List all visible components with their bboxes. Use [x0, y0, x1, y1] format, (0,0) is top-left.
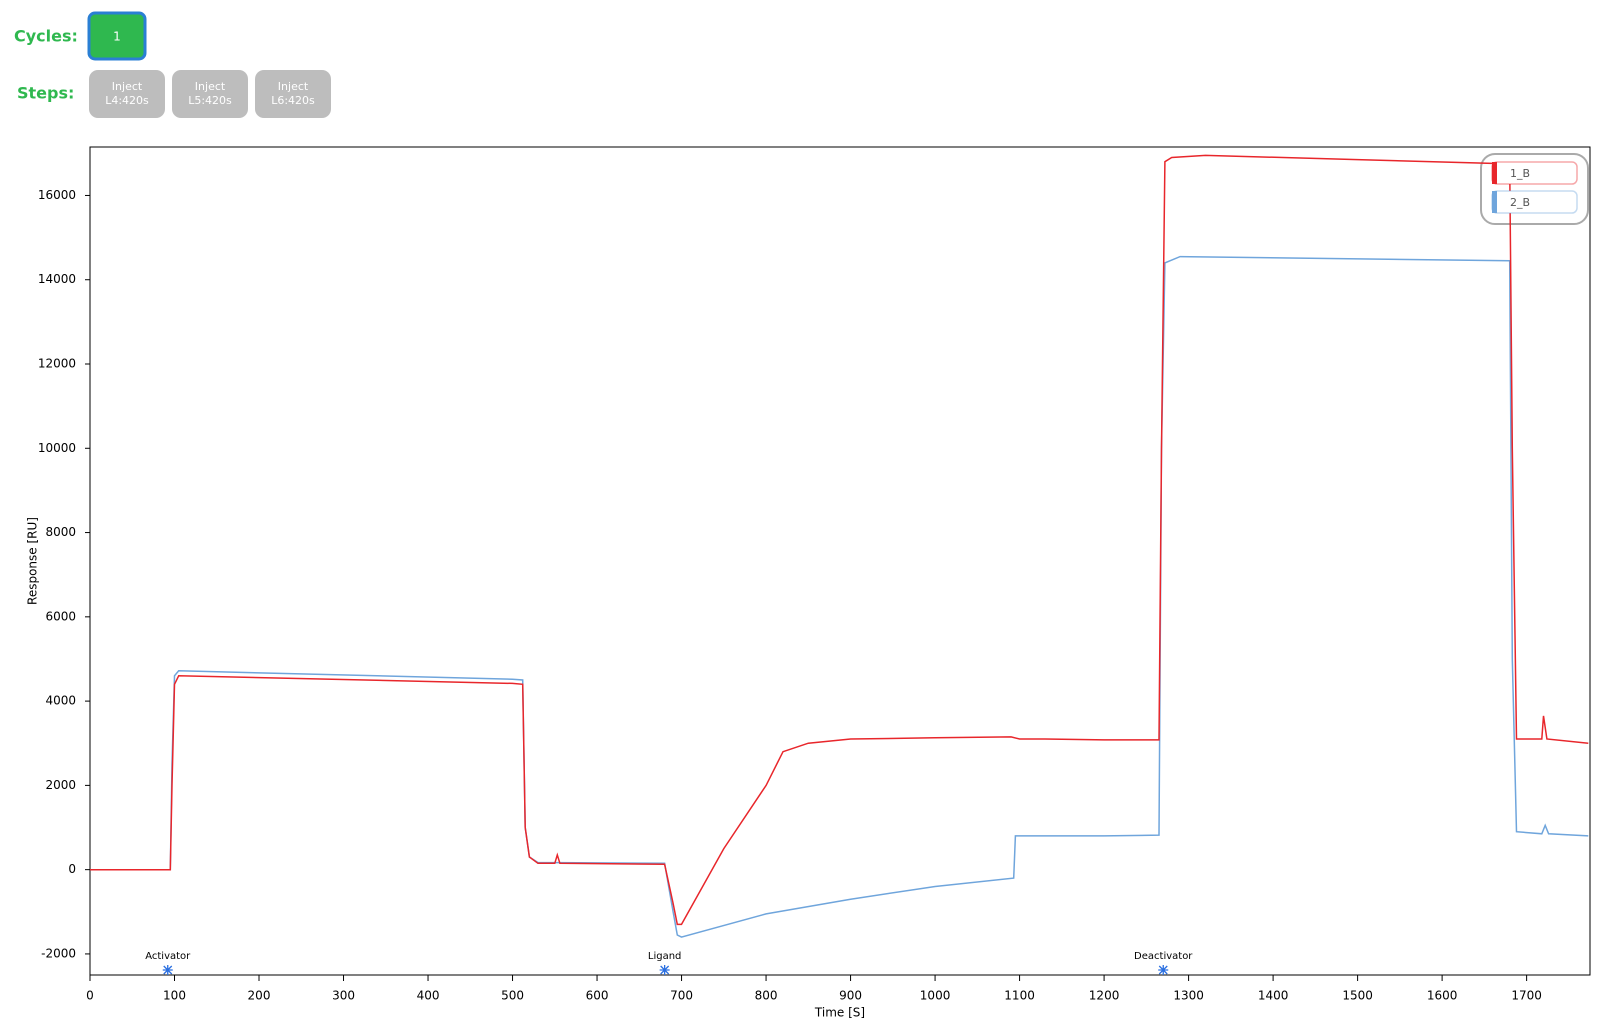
x-tick-label: 300	[332, 989, 355, 1003]
legend-entry[interactable]	[1491, 161, 1578, 185]
step-button[interactable]	[89, 70, 165, 118]
y-tick-label: 2000	[45, 778, 76, 792]
step-button[interactable]	[172, 70, 248, 118]
series-line	[90, 255, 1589, 938]
annotation-marker	[659, 965, 670, 975]
x-tick-label: 0	[86, 989, 94, 1003]
legend-entry[interactable]	[1491, 190, 1578, 214]
x-tick-label: 800	[755, 989, 778, 1003]
plot-frame	[89, 146, 1591, 976]
legend-label: 1_B	[1510, 167, 1530, 180]
legend-label: 2_B	[1510, 196, 1530, 209]
x-tick-label: 1300	[1173, 989, 1204, 1003]
cycle-button[interactable]	[87, 11, 147, 61]
y-tick-label: 6000	[45, 609, 76, 623]
step-line2: L4:420s	[105, 94, 149, 107]
x-tick-label: 1400	[1258, 989, 1289, 1003]
x-tick-label: 1200	[1089, 989, 1120, 1003]
x-tick-label: 1600	[1427, 989, 1458, 1003]
y-tick-label: -2000	[41, 946, 76, 960]
annotation-marker	[162, 965, 173, 975]
x-tick-label: 100	[163, 989, 186, 1003]
annotation-label: Deactivator	[1134, 951, 1193, 962]
y-tick-label: 4000	[45, 694, 76, 708]
step-line1: Inject	[112, 80, 143, 93]
step-button[interactable]	[255, 70, 331, 118]
step-line2: L5:420s	[188, 94, 232, 107]
y-axis-label: Response [RU]	[26, 517, 40, 605]
y-tick-label: 10000	[38, 441, 76, 455]
legend-swatch	[1492, 162, 1497, 184]
step-line1: Inject	[278, 80, 309, 93]
cycles-label: Cycles:	[14, 27, 78, 46]
x-tick-label: 200	[248, 989, 271, 1003]
cycle-button-label: 1	[113, 30, 121, 44]
x-tick-label: 1100	[1004, 989, 1035, 1003]
x-tick-label: 1500	[1342, 989, 1373, 1003]
steps-label: Steps:	[17, 84, 74, 103]
y-tick-label: 12000	[38, 357, 76, 371]
x-axis-label: Time [S]	[814, 1006, 865, 1020]
x-tick-label: 600	[586, 989, 609, 1003]
annotation-label: Ligand	[648, 951, 682, 962]
x-tick-label: 1700	[1511, 989, 1542, 1003]
y-tick-label: 14000	[38, 272, 76, 286]
x-tick-label: 700	[670, 989, 693, 1003]
series-line	[90, 154, 1589, 926]
annotation-label: Activator	[145, 951, 191, 962]
x-tick-label: 900	[839, 989, 862, 1003]
y-tick-label: 8000	[45, 525, 76, 539]
x-tick-label: 500	[501, 989, 524, 1003]
y-tick-label: 0	[68, 862, 76, 876]
x-tick-label: 1000	[920, 989, 951, 1003]
x-tick-label: 400	[417, 989, 440, 1003]
annotation-marker	[1158, 965, 1169, 975]
step-line1: Inject	[195, 80, 226, 93]
y-tick-label: 16000	[38, 188, 76, 202]
step-line2: L6:420s	[271, 94, 315, 107]
legend-swatch	[1492, 191, 1497, 213]
